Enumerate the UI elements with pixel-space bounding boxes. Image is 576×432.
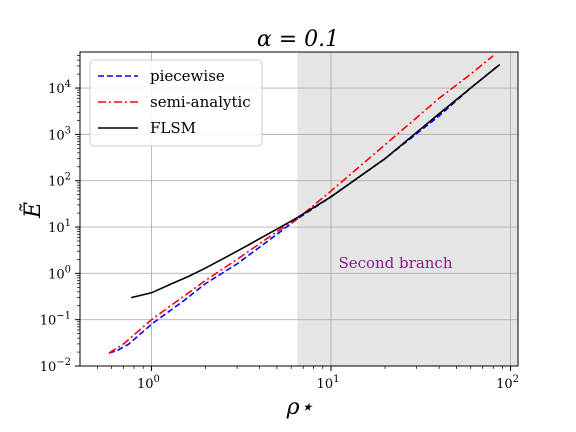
series-line-semi-analytic [108, 55, 494, 354]
second-branch-annotation: Second branch [338, 254, 452, 272]
x-tick-label: 102 [496, 374, 519, 392]
plot-frame [79, 51, 519, 367]
x-tick-label: 101 [317, 374, 340, 392]
legend: piecewise semi-analytic FLSM [89, 59, 263, 147]
legend-label-piecewise: piecewise [150, 67, 225, 85]
y-tick-label: 104 [48, 79, 71, 97]
y-tick-label: 100 [48, 264, 71, 282]
series-line-piecewise [108, 65, 499, 354]
chart-title: α = 0.1 [257, 27, 339, 52]
y-tick-label: 10−1 [40, 311, 71, 329]
shaded-region-rect [297, 52, 518, 366]
legend-label-semi-analytic: semi-analytic [150, 93, 251, 111]
x-tick-label: 100 [137, 374, 160, 392]
y-tick-label: 10−2 [40, 357, 71, 375]
legend-box [89, 59, 263, 147]
y-axis-label: Ẽ [18, 202, 46, 219]
y-tick-label: 101 [48, 218, 71, 236]
second-branch-shaded-region [297, 52, 518, 366]
x-axis-label: ρ⋆ [286, 395, 314, 420]
y-tick-label: 102 [48, 172, 71, 190]
y-tick-label: 103 [48, 125, 71, 143]
series-line-FLSM [130, 63, 501, 299]
plot-series [108, 55, 501, 354]
axis-ticks: 100 101 102 10−2 10−1 100 101 102 103 104 [40, 55, 519, 392]
legend-label-FLSM: FLSM [150, 119, 196, 137]
